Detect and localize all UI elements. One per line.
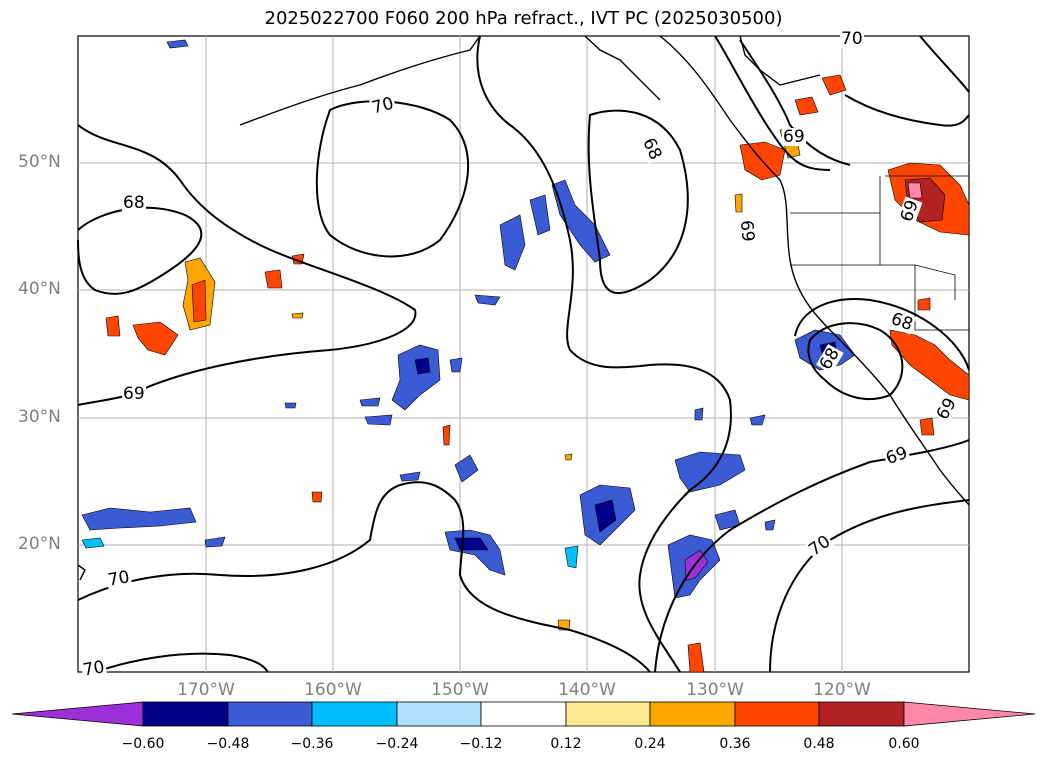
contour-label: 70: [105, 567, 133, 591]
positive-anomaly-areas: [105, 74, 970, 673]
contour-label: 69: [735, 218, 758, 244]
colorbar-tick: −0.12: [459, 736, 503, 752]
colorbar-tick: 0.48: [803, 736, 835, 752]
lat-label-50n: 50°N: [18, 152, 61, 172]
lon-label-150w: 150°W: [431, 680, 489, 700]
lat-label-20n: 20°N: [18, 534, 61, 554]
state-borders: [790, 175, 969, 331]
contour-label: 69: [782, 127, 806, 147]
contour-label: 70: [840, 29, 864, 49]
lat-label-40n: 40°N: [18, 279, 61, 299]
colorbar-tick: −0.36: [290, 736, 334, 752]
colorbar-tick: −0.48: [206, 736, 250, 752]
lon-label-140w: 140°W: [558, 680, 616, 700]
contour-label: 68: [122, 193, 146, 213]
colorbar-tick: −0.60: [121, 736, 165, 752]
colorbar-tick: 0.24: [634, 736, 666, 752]
chart-title: 2025022700 F060 200 hPa refract., IVT PC…: [264, 8, 783, 29]
colorbar-tick: −0.24: [375, 736, 419, 752]
lon-label-170w: 170°W: [177, 680, 235, 700]
lon-label-160w: 160°W: [304, 680, 362, 700]
lat-label-30n: 30°N: [18, 407, 61, 427]
colorbar-tick: 0.36: [719, 736, 751, 752]
colorbar-tick: 0.12: [550, 736, 582, 752]
contour-label: 69: [122, 384, 146, 404]
lon-label-120w: 120°W: [813, 680, 871, 700]
coastlines: [77, 35, 970, 581]
colorbar-tick: 0.60: [888, 736, 920, 752]
contour-label: 70: [80, 657, 108, 681]
refractivity-contours: [77, 35, 970, 673]
colorbar: [11, 701, 1036, 727]
lon-label-130w: 130°W: [686, 680, 744, 700]
